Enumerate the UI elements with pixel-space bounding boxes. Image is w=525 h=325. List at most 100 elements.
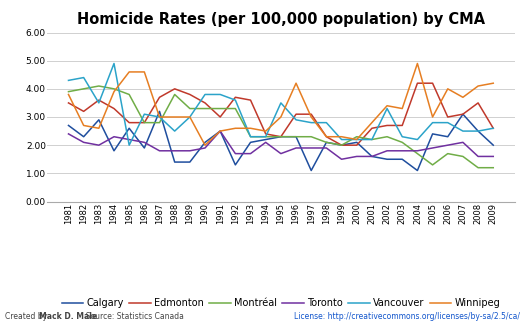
Calgary bbox=[187, 160, 193, 164]
Line: Vancouver: Vancouver bbox=[68, 63, 493, 145]
Calgary bbox=[247, 140, 254, 144]
Edmonton bbox=[202, 101, 208, 105]
Edmonton bbox=[475, 101, 481, 105]
Edmonton bbox=[369, 126, 375, 130]
Toronto bbox=[247, 152, 254, 156]
Montréal bbox=[202, 107, 208, 111]
Toronto bbox=[96, 143, 102, 147]
Line: Toronto: Toronto bbox=[68, 131, 493, 159]
Vancouver bbox=[141, 112, 148, 116]
Winnipeg bbox=[126, 70, 132, 74]
Line: Edmonton: Edmonton bbox=[68, 83, 493, 145]
Toronto bbox=[111, 135, 117, 139]
Edmonton bbox=[96, 98, 102, 102]
Winnipeg bbox=[475, 84, 481, 88]
Montréal bbox=[141, 121, 148, 124]
Winnipeg bbox=[156, 115, 163, 119]
Edmonton bbox=[217, 115, 223, 119]
Calgary bbox=[278, 135, 284, 139]
Winnipeg bbox=[96, 126, 102, 130]
Text: . Source: Statistics Canada: . Source: Statistics Canada bbox=[81, 312, 184, 321]
Toronto bbox=[475, 154, 481, 158]
Toronto bbox=[141, 140, 148, 144]
Calgary bbox=[262, 137, 269, 141]
Montréal bbox=[490, 166, 497, 170]
Calgary bbox=[445, 135, 451, 139]
Toronto bbox=[339, 157, 345, 161]
Toronto bbox=[384, 149, 390, 153]
Text: Created by: Created by bbox=[5, 312, 50, 321]
Vancouver bbox=[126, 143, 132, 147]
Montréal bbox=[308, 135, 314, 139]
Montréal bbox=[247, 135, 254, 139]
Toronto bbox=[126, 137, 132, 141]
Edmonton bbox=[293, 112, 299, 116]
Calgary bbox=[353, 140, 360, 144]
Line: Calgary: Calgary bbox=[68, 111, 493, 171]
Montréal bbox=[429, 163, 436, 167]
Winnipeg bbox=[429, 115, 436, 119]
Winnipeg bbox=[172, 115, 178, 119]
Line: Winnipeg: Winnipeg bbox=[68, 63, 493, 145]
Title: Homicide Rates (per 100,000 population) by CMA: Homicide Rates (per 100,000 population) … bbox=[77, 12, 485, 27]
Vancouver bbox=[429, 121, 436, 124]
Winnipeg bbox=[399, 107, 405, 111]
Toronto bbox=[278, 152, 284, 156]
Edmonton bbox=[490, 126, 497, 130]
Toronto bbox=[172, 149, 178, 153]
Calgary bbox=[414, 169, 421, 173]
Edmonton bbox=[187, 93, 193, 97]
Calgary bbox=[429, 132, 436, 136]
Edmonton bbox=[339, 143, 345, 147]
Winnipeg bbox=[278, 115, 284, 119]
Montréal bbox=[475, 166, 481, 170]
Montréal bbox=[414, 152, 421, 156]
Winnipeg bbox=[80, 124, 87, 127]
Vancouver bbox=[293, 118, 299, 122]
Calgary bbox=[202, 140, 208, 144]
Vancouver bbox=[369, 137, 375, 141]
Montréal bbox=[353, 135, 360, 139]
Edmonton bbox=[278, 135, 284, 139]
Vancouver bbox=[339, 137, 345, 141]
Toronto bbox=[202, 146, 208, 150]
Winnipeg bbox=[232, 126, 238, 130]
Toronto bbox=[460, 140, 466, 144]
Text: License: http://creativecommons.org/licenses/by-sa/2.5/ca/: License: http://creativecommons.org/lice… bbox=[294, 312, 520, 321]
Montréal bbox=[323, 140, 330, 144]
Winnipeg bbox=[293, 81, 299, 85]
Calgary bbox=[172, 160, 178, 164]
Edmonton bbox=[172, 87, 178, 91]
Winnipeg bbox=[445, 87, 451, 91]
Calgary bbox=[475, 129, 481, 133]
Toronto bbox=[80, 140, 87, 144]
Montréal bbox=[262, 135, 269, 139]
Text: Mack D. Male: Mack D. Male bbox=[39, 312, 98, 321]
Toronto bbox=[156, 149, 163, 153]
Montréal bbox=[111, 87, 117, 91]
Calgary bbox=[323, 140, 330, 144]
Toronto bbox=[429, 146, 436, 150]
Winnipeg bbox=[111, 90, 117, 94]
Montréal bbox=[460, 154, 466, 158]
Winnipeg bbox=[202, 143, 208, 147]
Montréal bbox=[126, 93, 132, 97]
Vancouver bbox=[217, 93, 223, 97]
Montréal bbox=[156, 121, 163, 124]
Winnipeg bbox=[384, 104, 390, 108]
Montréal bbox=[172, 93, 178, 97]
Toronto bbox=[399, 149, 405, 153]
Montréal bbox=[399, 140, 405, 144]
Vancouver bbox=[414, 137, 421, 141]
Vancouver bbox=[475, 129, 481, 133]
Edmonton bbox=[126, 121, 132, 124]
Calgary bbox=[369, 154, 375, 158]
Vancouver bbox=[490, 126, 497, 130]
Edmonton bbox=[141, 121, 148, 124]
Montréal bbox=[278, 135, 284, 139]
Calgary bbox=[460, 112, 466, 116]
Edmonton bbox=[65, 101, 71, 105]
Vancouver bbox=[247, 135, 254, 139]
Vancouver bbox=[353, 137, 360, 141]
Edmonton bbox=[414, 81, 421, 85]
